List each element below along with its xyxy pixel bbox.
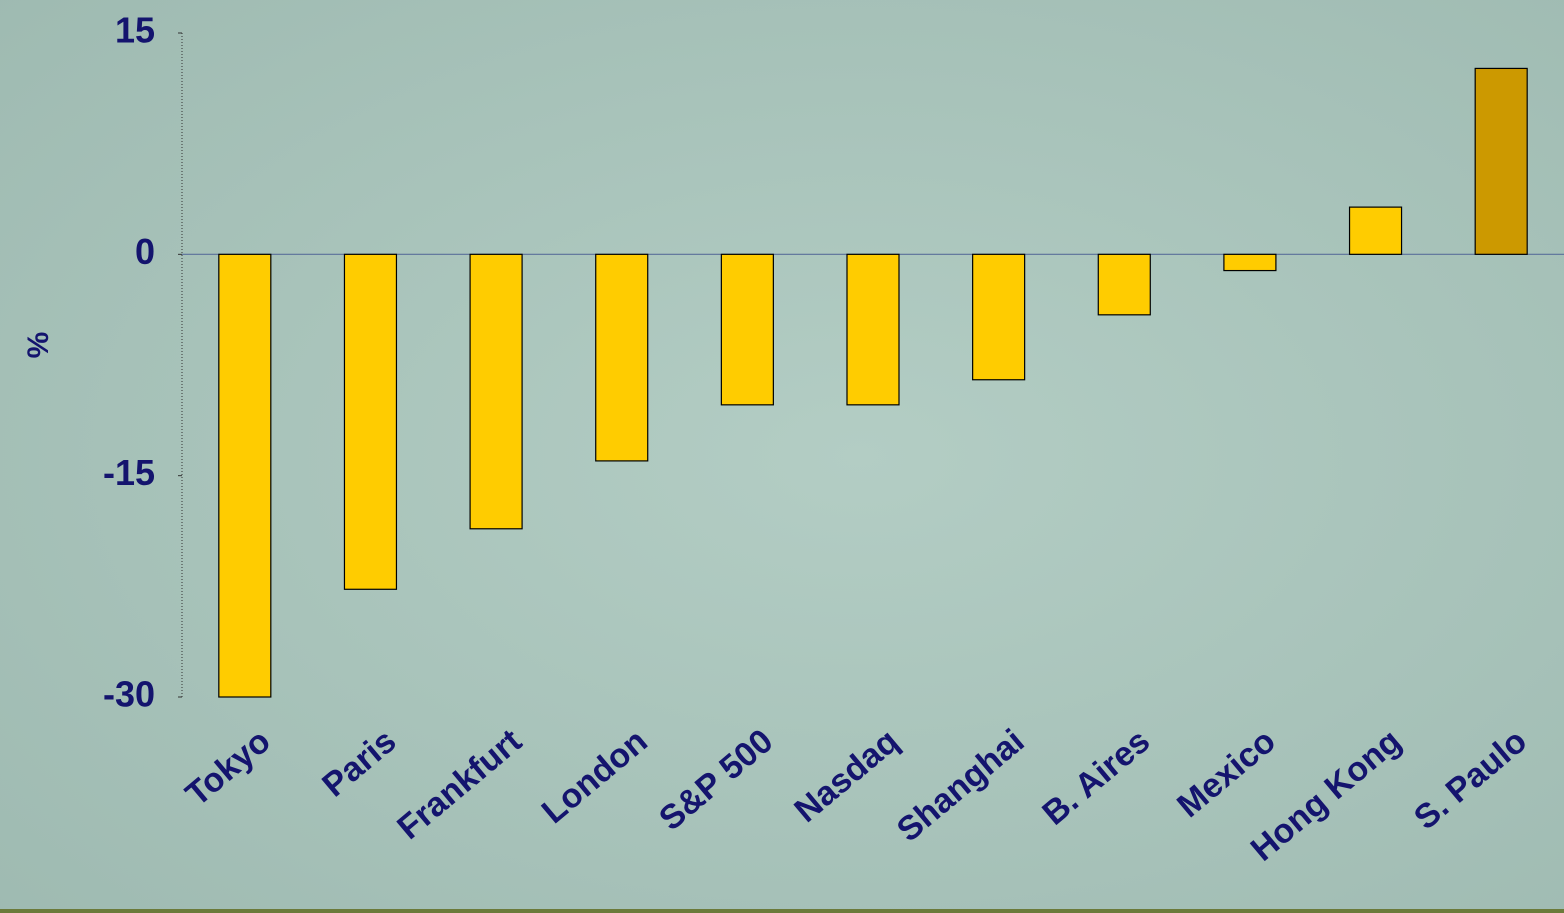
bar bbox=[720, 253, 774, 406]
bar bbox=[846, 253, 900, 406]
bar bbox=[972, 253, 1026, 381]
y-tick-label: -15 bbox=[103, 452, 155, 493]
y-tick-label: 0 bbox=[135, 231, 155, 272]
y-axis-label: % bbox=[22, 332, 55, 359]
bar bbox=[1097, 253, 1151, 316]
y-tick-label: -30 bbox=[103, 674, 155, 715]
bar bbox=[1223, 253, 1277, 272]
bar bbox=[218, 253, 272, 698]
bar bbox=[469, 253, 523, 530]
bar bbox=[1348, 206, 1403, 255]
y-tick-label: 15 bbox=[115, 10, 155, 51]
bar bbox=[1474, 67, 1528, 255]
bar bbox=[343, 253, 398, 590]
bar bbox=[595, 253, 649, 462]
